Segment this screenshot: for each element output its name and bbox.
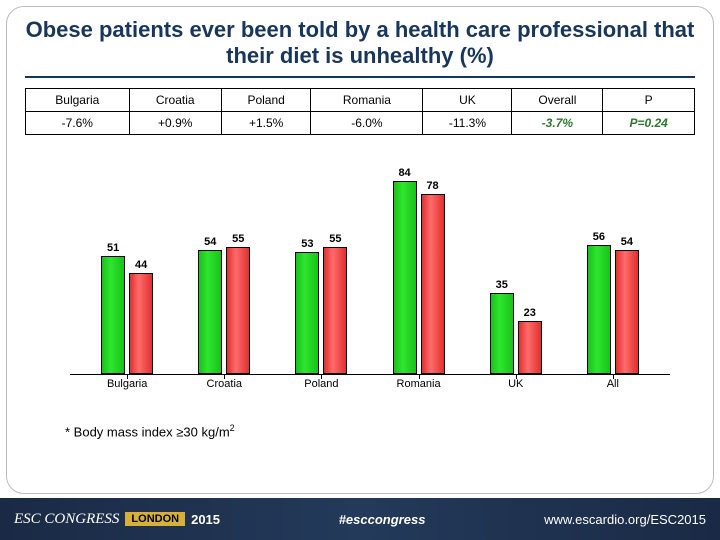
table-cell: -11.3% [423, 111, 512, 134]
col-header: UK [423, 88, 512, 111]
axis-tick [613, 374, 614, 379]
bar-value-label: 56 [587, 231, 611, 243]
congress-year: 2015 [191, 512, 220, 527]
col-header: Romania [311, 88, 423, 111]
bar-value-label: 84 [393, 167, 417, 179]
category-label: Bulgaria [87, 378, 167, 390]
bar-value-label: 51 [101, 242, 125, 254]
table-cell: -6.0% [311, 111, 423, 134]
table-cell: -7.6% [26, 111, 130, 134]
bar [587, 245, 611, 374]
footnote-text: * Body mass index ≥30 kg/m [65, 424, 230, 439]
bar-value-label: 54 [615, 236, 639, 248]
bar [129, 273, 153, 374]
bar-value-label: 55 [226, 233, 250, 245]
axis-tick [224, 374, 225, 379]
footer-hashtag: #esccongress [339, 512, 426, 527]
table-cell: +0.9% [129, 111, 221, 134]
bar-value-label: 53 [295, 238, 319, 250]
bar-group: 5654All [573, 144, 653, 374]
footer-bar: ESC CONGRESS LONDON 2015 #esccongress ww… [0, 498, 720, 540]
axis-tick [127, 374, 128, 379]
bar-value-label: 23 [518, 307, 542, 319]
bar-group: 5144Bulgaria [87, 144, 167, 374]
congress-name: ESC CONGRESS [14, 511, 119, 528]
category-label: All [573, 378, 653, 390]
congress-city: LONDON [125, 512, 185, 526]
bar [198, 250, 222, 374]
bar [393, 181, 417, 374]
plot-area: 5144Bulgaria5455Croatia5355Poland8478Rom… [70, 145, 670, 375]
bar [295, 252, 319, 374]
col-header: Bulgaria [26, 88, 130, 111]
bar-group: 5355Poland [281, 144, 361, 374]
bar-group: 8478Romania [379, 144, 459, 374]
axis-tick [321, 374, 322, 379]
axis-tick [419, 374, 420, 379]
bar-value-label: 44 [129, 259, 153, 271]
title-underline [25, 76, 695, 78]
category-label: Romania [379, 378, 459, 390]
bar-value-label: 54 [198, 236, 222, 248]
table-cell: +1.5% [221, 111, 311, 134]
col-header: Croatia [129, 88, 221, 111]
page-title: Obese patients ever been told by a healt… [25, 17, 695, 70]
table-cell-overall: -3.7% [512, 111, 603, 134]
bar-chart: 51 44 Bulgaria 54 55 Croatia 53 55 Poland 84 78 Rom… [40, 145, 680, 405]
bar-group: 3523UK [476, 144, 556, 374]
col-header: Overall [512, 88, 603, 111]
bar [101, 256, 125, 373]
col-header: Poland [221, 88, 311, 111]
table-value-row: -7.6% +0.9% +1.5% -6.0% -11.3% -3.7% P=0… [26, 111, 695, 134]
category-label: Poland [281, 378, 361, 390]
bar [518, 321, 542, 374]
footnote-sup: 2 [230, 423, 235, 433]
bar [421, 194, 445, 373]
axis-tick [516, 374, 517, 379]
footnote: * Body mass index ≥30 kg/m2 [65, 423, 695, 439]
bar [226, 247, 250, 374]
footer-left: ESC CONGRESS LONDON 2015 [14, 511, 220, 528]
bar [615, 250, 639, 374]
bar [323, 247, 347, 374]
category-label: UK [476, 378, 556, 390]
table-header-row: Bulgaria Croatia Poland Romania UK Overa… [26, 88, 695, 111]
bar-value-label: 78 [421, 180, 445, 192]
bar [490, 293, 514, 374]
category-label: Croatia [184, 378, 264, 390]
difference-table: Bulgaria Croatia Poland Romania UK Overa… [25, 88, 695, 135]
bar-group: 5455Croatia [184, 144, 264, 374]
bar-value-label: 55 [323, 233, 347, 245]
footer-url: www.escardio.org/ESC2015 [544, 512, 706, 527]
col-header: P [603, 88, 695, 111]
bar-value-label: 35 [490, 279, 514, 291]
table-cell-pvalue: P=0.24 [603, 111, 695, 134]
